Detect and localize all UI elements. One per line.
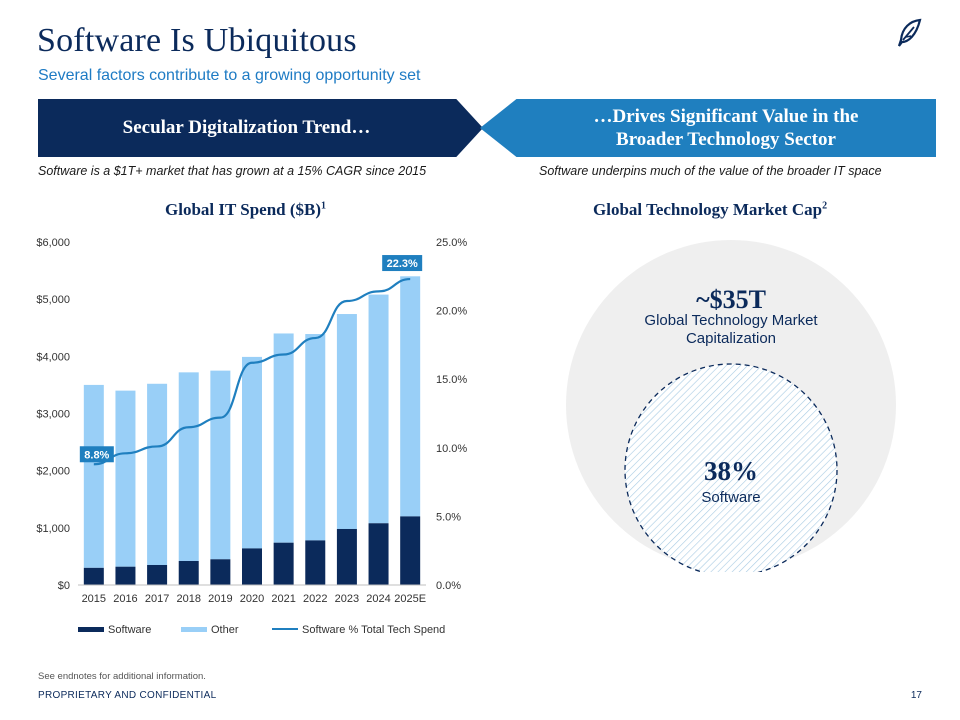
bar-other — [83, 384, 104, 568]
total-market-cap-caption: Global Technology Market Capitalization — [644, 312, 818, 347]
chart-title-market-cap-text: Global Technology Market Cap — [593, 200, 823, 219]
y-right-tick-label: 5.0% — [436, 511, 461, 523]
x-tick-label: 2018 — [176, 593, 200, 605]
banner-right: …Drives Significant Value in the Broader… — [480, 99, 936, 157]
legend-swatch-software — [78, 627, 104, 632]
it-spend-chart: $0 $1,000 $2,000 $3,000 $4,000 $5,000 $6,000 0.… — [36, 237, 467, 636]
x-tick-label: 2015 — [82, 593, 106, 605]
legend-label-software-pct: Software % Total Tech Spend — [302, 624, 445, 636]
caption-right: Software underpins much of the value of … — [539, 164, 882, 178]
bar-software — [273, 542, 294, 585]
bar-other — [242, 356, 262, 549]
quill-icon — [897, 18, 922, 47]
bar-other — [115, 390, 136, 567]
x-tick-label: 2023 — [335, 593, 359, 605]
y-left-tick-label: $1,000 — [36, 523, 70, 535]
banner-left-text: Secular Digitalization Trend… — [122, 117, 371, 138]
y-right-tick-label: 25.0% — [436, 237, 467, 249]
data-label-last: 22.3% — [387, 258, 418, 270]
x-tick-label: 2016 — [113, 593, 137, 605]
bar-other — [368, 294, 389, 524]
y-left-tick-label: $2,000 — [36, 466, 70, 478]
bar-software — [242, 548, 262, 585]
y-left-tick-label: $6,000 — [36, 237, 70, 249]
bar-software — [368, 523, 389, 585]
software-share-caption: Software — [701, 489, 760, 506]
x-tick-label: 2021 — [271, 593, 295, 605]
bar-software — [178, 560, 199, 585]
bar-other — [400, 276, 421, 517]
bar-software — [115, 566, 136, 585]
legend-swatch-other — [181, 627, 207, 632]
market-cap-chart: ~$35T Global Technology Market Capitaliz… — [566, 240, 896, 572]
bar-other — [210, 370, 231, 560]
bar-other — [147, 383, 168, 565]
page-number: 17 — [910, 690, 922, 701]
x-tick-label: 2019 — [208, 593, 232, 605]
bar-software — [336, 528, 357, 585]
line-software-pct — [93, 277, 411, 466]
data-label-first-bg — [79, 446, 114, 463]
endnote-marker-1: 1 — [321, 200, 327, 212]
y-left-tick-label: $4,000 — [36, 351, 70, 363]
data-label-first: 8.8% — [84, 449, 109, 461]
x-tick-label: 2024 — [366, 593, 390, 605]
y-left-tick-label: $3,000 — [36, 409, 70, 421]
x-tick-label: 2025E — [394, 593, 426, 605]
y-right-tick-label: 20.0% — [436, 306, 467, 318]
banner-right-text: …Drives Significant Value in the Broader… — [593, 106, 859, 150]
confidential-label: PROPRIETARY AND CONFIDENTIAL — [38, 690, 217, 701]
caption-left: Software is a $1T+ market that has grown… — [38, 164, 427, 178]
endnotes-reference: See endnotes for additional information. — [38, 671, 206, 682]
bar-software — [147, 564, 168, 585]
x-tick-label: 2022 — [303, 593, 327, 605]
data-label-last-bg — [382, 255, 423, 272]
x-tick-label: 2020 — [240, 593, 264, 605]
bar-other — [273, 333, 294, 543]
bar-other — [305, 334, 326, 541]
x-tick-label: 2017 — [145, 593, 169, 605]
y-right-tick-label: 10.0% — [436, 443, 467, 455]
y-right-tick-label: 0.0% — [436, 580, 461, 592]
legend-label-software: Software — [108, 624, 151, 636]
y-right-tick-label: 15.0% — [436, 374, 467, 386]
endnote-marker-2: 2 — [822, 200, 828, 212]
bar-other — [178, 372, 199, 561]
bar-other — [336, 314, 357, 529]
legend-label-other: Other — [211, 624, 239, 636]
bar-software — [210, 559, 231, 585]
page-subtitle: Several factors contribute to a growing … — [38, 67, 421, 84]
bar-software — [400, 516, 421, 585]
y-left-tick-label: $5,000 — [36, 294, 70, 306]
software-share-circle — [624, 363, 838, 572]
chart-title-it-spend: Global IT Spend ($B)1 — [165, 200, 326, 220]
total-market-cap-value: ~$35T — [696, 285, 766, 314]
banner-left: Secular Digitalization Trend… — [38, 99, 483, 157]
chart-title-market-cap: Global Technology Market Cap2 — [593, 200, 827, 220]
bar-software — [83, 567, 104, 585]
chart-title-it-spend-text: Global IT Spend ($B) — [165, 200, 322, 219]
page-title: Software Is Ubiquitous — [37, 22, 357, 59]
y-left-tick-label: $0 — [58, 580, 70, 592]
software-share-value: 38% — [704, 456, 758, 486]
bar-software — [305, 540, 326, 585]
